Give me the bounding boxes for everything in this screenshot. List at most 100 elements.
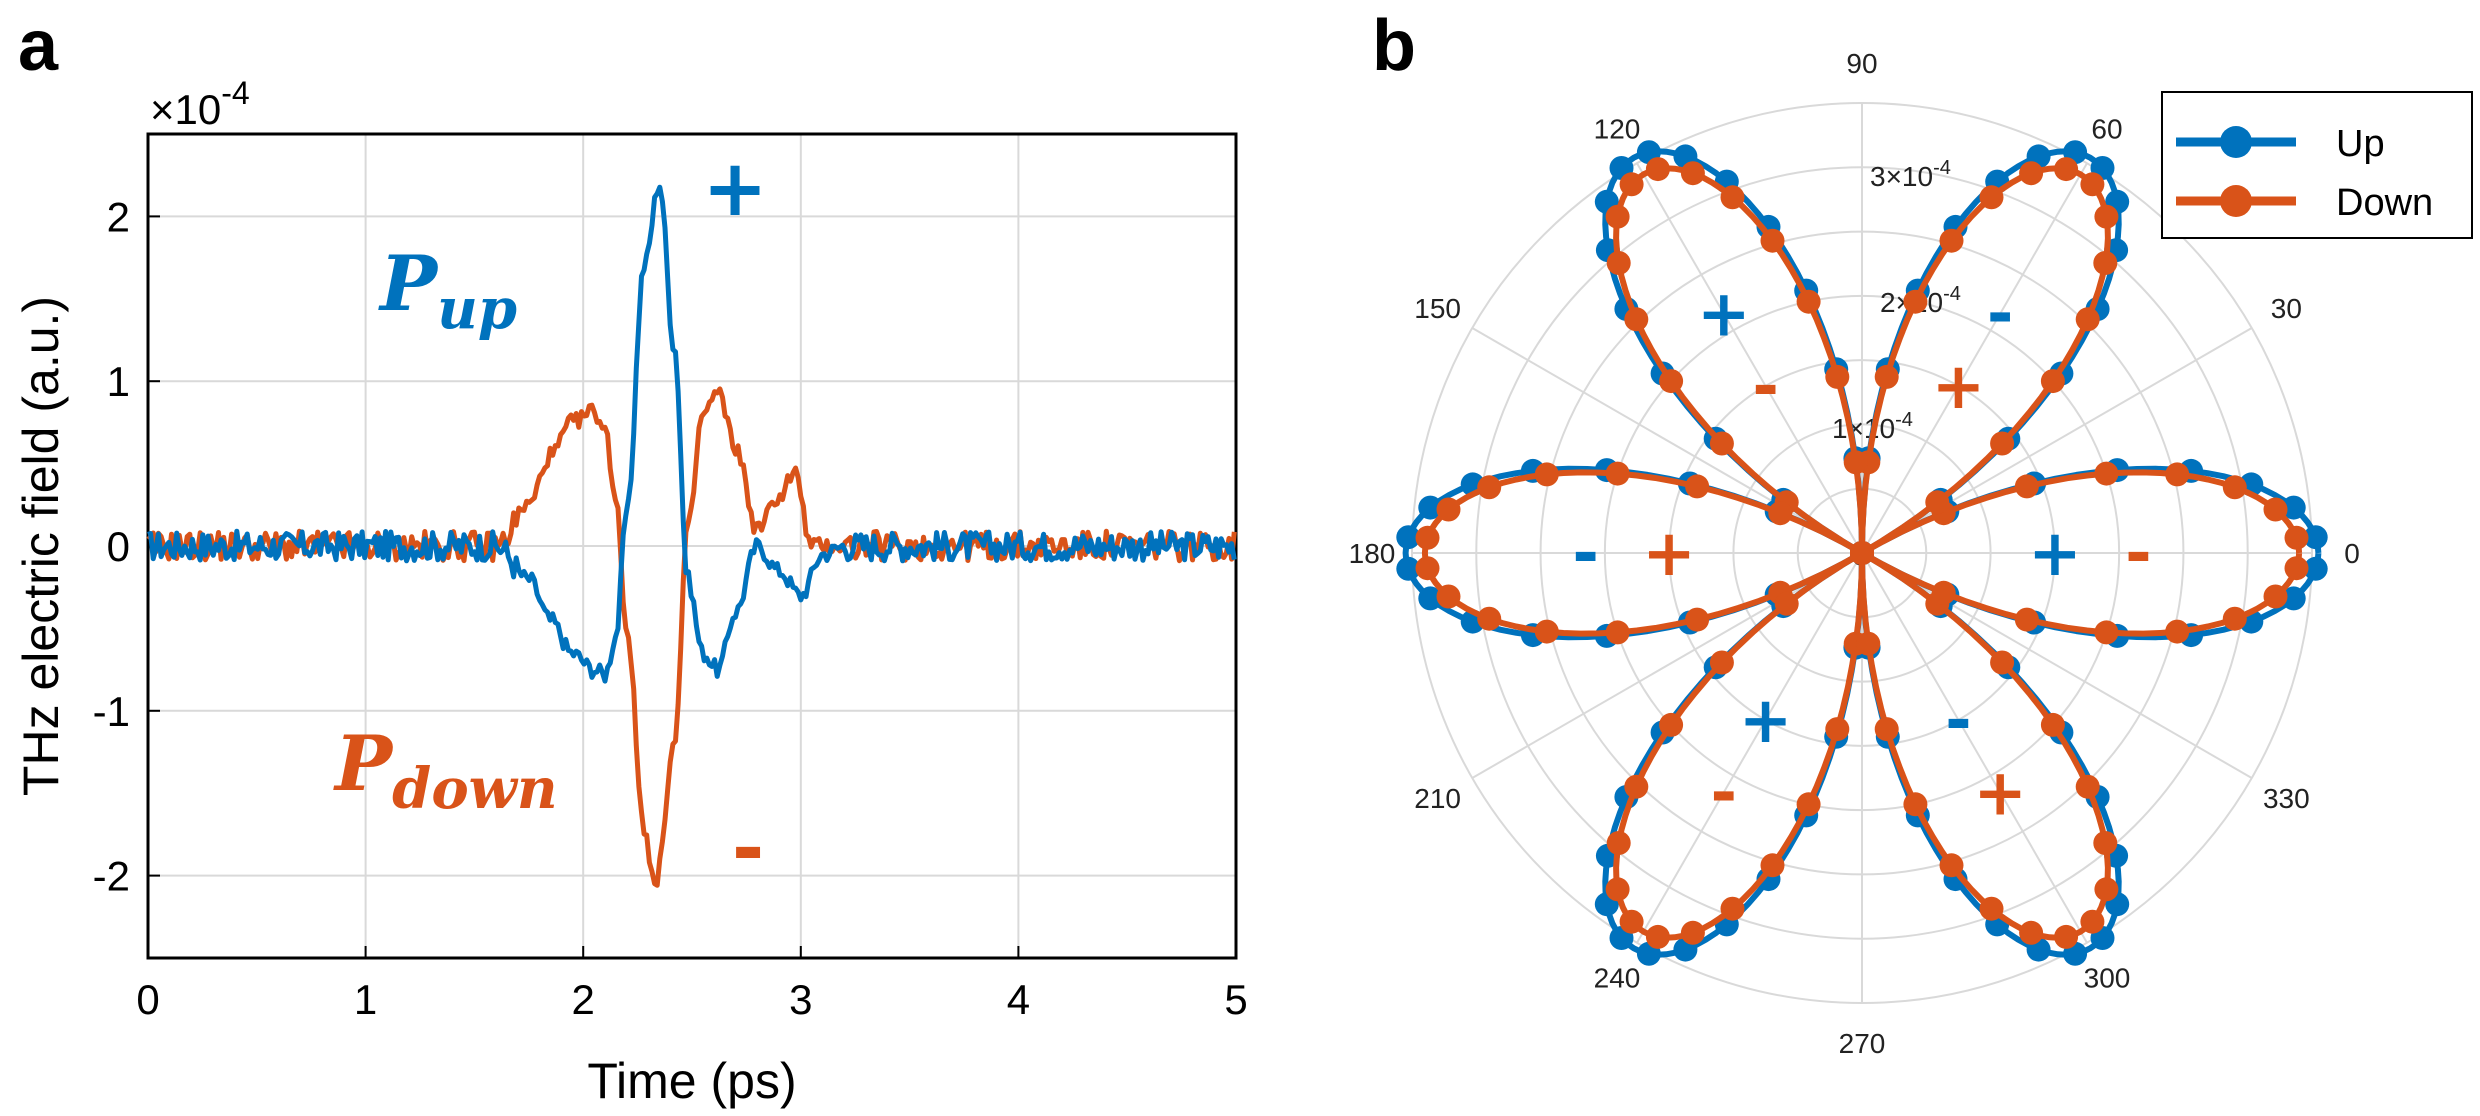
polar-marker-down	[2094, 204, 2119, 229]
polar-marker-down	[1534, 619, 1559, 644]
polar-marker-down	[1605, 461, 1630, 486]
polar-marker-down	[1659, 369, 1684, 394]
ytick-label: 0	[107, 523, 130, 570]
polar-marker-down	[1415, 556, 1440, 581]
polar-marker-down	[2094, 461, 2119, 486]
panel-b-label: b	[1372, 6, 1416, 86]
polar-sign-60-minus: -	[1987, 278, 2014, 352]
polar-marker-down	[1605, 877, 1630, 902]
polar-sign-240-plus: +	[1739, 684, 1793, 758]
polar-marker-down	[2222, 606, 2247, 631]
panel-a-exponent-base: ×10	[150, 86, 221, 133]
polar-marker-down	[1939, 228, 1964, 253]
legend-marker-down	[2220, 185, 2252, 217]
annotation-p-up: Pup	[378, 239, 517, 342]
polar-marker-down	[1436, 584, 1461, 609]
radial-label-1-power: -4	[1895, 409, 1913, 431]
radial-label-1-base: 1×10	[1832, 413, 1895, 444]
polar-marker-down	[1645, 924, 1670, 949]
polar-marker-down	[2284, 525, 2309, 550]
theta-label-30: 30	[2271, 293, 2302, 324]
panel-a-exponent: ×10-4	[150, 75, 250, 133]
polar-marker-down	[1709, 431, 1734, 456]
polar-spoke-60	[1861, 162, 2088, 554]
polar-marker-down	[1903, 792, 1928, 817]
polar-marker-down	[2014, 474, 2039, 499]
polar-sign-0-plus: +	[2028, 517, 2082, 591]
polar-marker-down	[1843, 450, 1868, 475]
polar-sign-300-plus: +	[1973, 756, 2027, 830]
polar-marker-down	[1619, 909, 1644, 934]
theta-label-60: 60	[2091, 114, 2122, 145]
polar-sign-180-minus: -	[1572, 517, 1599, 591]
series-line-p-up	[147, 184, 1237, 684]
polar-marker-down	[1903, 289, 1928, 314]
polar-marker-down	[2093, 831, 2118, 855]
annotation-p-down: Pdown	[333, 719, 558, 822]
polar-marker-down	[1606, 831, 1631, 855]
polar-marker-down	[1856, 631, 1881, 656]
polar-marker-down	[2094, 877, 2119, 902]
polar-sign-120-minus: -	[1752, 350, 1779, 424]
xtick-label: 0	[136, 976, 159, 1023]
radial-label-3-base: 3×10	[1870, 161, 1933, 192]
polar-marker-down	[1477, 606, 1502, 631]
polar-marker-up	[2281, 495, 2306, 520]
xtick-label: 2	[572, 976, 595, 1023]
polar-marker-down	[1990, 431, 2015, 456]
xtick-label: 3	[789, 976, 812, 1023]
polar-marker-up	[1396, 525, 1421, 550]
panel-a: a 0 1 2 3 4 5 -2 -1 0 1 2 ×10-4 Time (ps) THz elec…	[13, 6, 1248, 1109]
polar-sign-300-minus: -	[1945, 684, 1972, 758]
panel-a-ylabel: THz electric field (a.u.)	[13, 296, 69, 796]
panel-a-series	[146, 184, 1237, 888]
legend: Up Down	[2161, 91, 2473, 239]
polar-sign-0-minus: -	[2125, 517, 2152, 591]
polar-marker-down	[1534, 462, 1559, 487]
polar-marker-down	[1939, 853, 1964, 878]
polar-marker-down	[2093, 251, 2118, 275]
polar-marker-down	[2075, 307, 2100, 332]
radial-label-2-power: -4	[1943, 283, 1961, 305]
polar-marker-down	[1619, 172, 1644, 197]
polar-marker-down	[1659, 712, 1684, 737]
polar-marker-down	[2019, 920, 2044, 945]
polar-sign-180-plus: +	[1642, 517, 1696, 591]
ytick-label: 1	[107, 358, 130, 405]
polar-marker-down	[1606, 251, 1631, 275]
annotation-p-down-main: P	[333, 719, 394, 808]
polar-marker-down	[1720, 896, 1745, 921]
polar-marker-down	[2075, 774, 2100, 799]
polar-marker-down	[1624, 774, 1649, 799]
xtick-label: 1	[354, 976, 377, 1023]
annotation-minus-a: -	[732, 804, 764, 894]
polar-grid	[1411, 102, 2313, 1004]
polar-marker-down	[1979, 896, 2004, 921]
polar-marker-down	[1979, 185, 2004, 210]
polar-marker-up	[1418, 495, 1443, 520]
polar-marker-down	[2165, 462, 2190, 487]
polar-marker-down	[2080, 172, 2105, 197]
polar-spoke-330	[1861, 552, 2253, 779]
polar-marker-down	[1825, 364, 1850, 389]
ytick-label: -2	[93, 853, 130, 900]
annotation-p-down-sub: down	[392, 756, 557, 822]
polar-marker-down	[1415, 525, 1440, 550]
radial-label-1: 1×10-4	[1832, 409, 1913, 444]
panel-a-exponent-power: -4	[221, 75, 249, 111]
polar-marker-down	[1850, 541, 1874, 565]
polar-marker-up	[1396, 556, 1421, 581]
polar-spoke-210	[1471, 552, 1863, 779]
theta-label-270: 270	[1839, 1028, 1886, 1059]
polar-marker-down	[2054, 157, 2079, 182]
polar-tick-labels: 0 30 60 90 120 150 180 210 240 270 300 330	[1349, 48, 2360, 1059]
theta-label-300: 300	[2084, 962, 2131, 993]
polar-marker-up	[1418, 586, 1443, 611]
series-line-p-down	[146, 386, 1237, 888]
polar-marker-down	[1477, 475, 1502, 500]
polar-spoke-300	[1861, 552, 2088, 944]
polar-spoke-240	[1636, 552, 1863, 944]
polar-marker-down	[1645, 157, 1670, 182]
